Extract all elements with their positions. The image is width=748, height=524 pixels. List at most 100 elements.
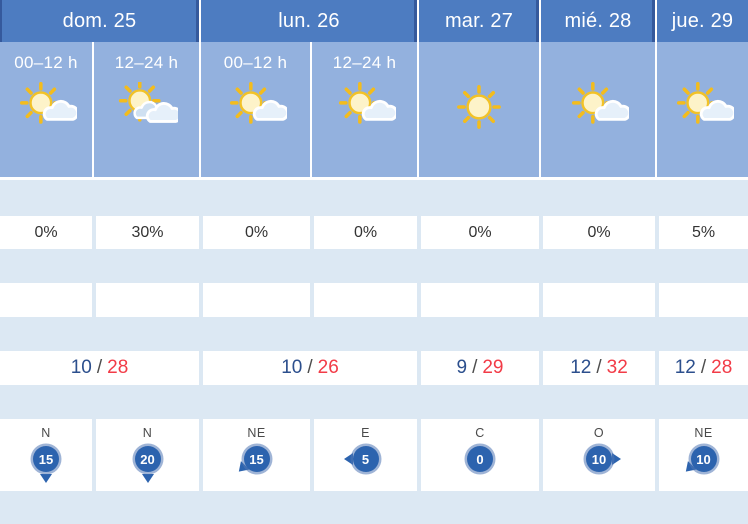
sun-cloud-icon — [225, 82, 287, 134]
wind-indicator: 15 — [234, 446, 270, 476]
wind-indicator: 10 — [681, 446, 717, 476]
sun-icon — [448, 82, 510, 134]
precip-cell: 0% — [314, 216, 417, 249]
sun-cloud-icon — [672, 82, 734, 134]
empty-cell — [659, 283, 748, 317]
temp-min: 12 — [570, 357, 592, 378]
wind-indicator: 20 — [134, 446, 161, 483]
temp-separator: / — [472, 357, 478, 378]
wind-indicator: 0 — [467, 446, 493, 472]
divider-line — [0, 177, 748, 180]
wind-speed-badge: 15 — [33, 446, 59, 472]
day-header-row: dom. 25 lun. 26 mar. 27 mié. 28 jue. 29 — [0, 0, 748, 42]
day-header-lun26: lun. 26 — [201, 0, 419, 42]
precip-value: 0% — [468, 223, 492, 241]
temp-cell: 9/29 — [421, 351, 539, 385]
wind-direction-label: NE — [694, 426, 713, 440]
wind-direction-label: NE — [247, 426, 266, 440]
precip-cell: 0% — [421, 216, 539, 249]
wind-speed-badge: 10 — [586, 446, 612, 472]
wind-speed-value: 10 — [591, 451, 607, 467]
day-label: mié. 28 — [564, 9, 632, 32]
period-label: 12–24 h — [332, 53, 397, 72]
sky-cell — [657, 42, 748, 177]
wind-direction-label: N — [142, 426, 153, 440]
empty-cell — [0, 283, 92, 317]
wind-direction-arrow — [612, 453, 621, 465]
wind-speed-value: 15 — [249, 451, 264, 467]
wind-cell: NE 15 — [203, 419, 310, 491]
wind-speed-badge: 10 — [690, 446, 717, 472]
empty-cell — [421, 283, 539, 317]
wind-indicator: 10 — [586, 446, 621, 472]
wind-speed-value: 5 — [361, 451, 370, 467]
day-label: jue. 29 — [671, 9, 734, 32]
empty-cell — [314, 283, 417, 317]
wind-direction-arrow — [141, 474, 154, 483]
spacer-band — [0, 317, 748, 351]
sky-cell: 12–24 h — [312, 42, 419, 177]
sun-clouds-icon — [116, 82, 178, 134]
empty-data-row — [0, 283, 748, 317]
precip-value: 0% — [244, 223, 269, 241]
day-header-mar27: mar. 27 — [419, 0, 541, 42]
precip-value: 5% — [691, 223, 716, 241]
temp-cell: 12/32 — [543, 351, 655, 385]
sky-cell: 00–12 h — [201, 42, 312, 177]
empty-cell — [96, 283, 199, 317]
day-label: dom. 25 — [62, 9, 137, 32]
wind-speed-value: 10 — [696, 451, 711, 467]
precip-value: 0% — [587, 223, 611, 241]
temp-cell: 10/28 — [0, 351, 199, 385]
sky-cell: 12–24 h — [94, 42, 201, 177]
spacer-band — [0, 180, 748, 216]
sun-cloud-icon — [15, 82, 77, 134]
temp-min: 9 — [456, 357, 468, 378]
period-label: 12–24 h — [114, 53, 179, 72]
sun-cloud-icon — [334, 82, 396, 134]
wind-speed-badge: 20 — [134, 446, 161, 472]
temp-separator: / — [596, 357, 602, 378]
wind-speed-value: 0 — [476, 451, 484, 467]
wind-cell: N 15 — [0, 419, 92, 491]
precipitation-row: 0% 30% 0% 0% 0% 0% 5% — [0, 216, 748, 249]
spacer-band — [0, 491, 748, 524]
wind-speed-badge: 15 — [243, 446, 270, 472]
sun-cloud-icon — [567, 82, 629, 134]
wind-direction-arrow — [40, 474, 52, 483]
precip-value: 30% — [131, 223, 164, 241]
sky-cell: 00–12 h — [0, 42, 94, 177]
wind-row: N 15 N 20 NE 15 E 5 C 0 — [0, 419, 748, 491]
temp-separator: / — [307, 357, 313, 378]
temp-min: 10 — [281, 357, 303, 378]
precip-value: 0% — [353, 223, 378, 241]
temp-min: 10 — [70, 357, 92, 378]
wind-cell: E 5 — [314, 419, 417, 491]
period-label: 00–12 h — [223, 53, 288, 72]
wind-cell: N 20 — [96, 419, 199, 491]
wind-speed-badge: 5 — [352, 446, 379, 472]
temp-cell: 10/26 — [203, 351, 417, 385]
temp-cell: 12/28 — [659, 351, 748, 385]
wind-speed-value: 20 — [140, 451, 155, 467]
precip-cell: 0% — [0, 216, 92, 249]
sky-condition-row: 00–12 h 12–24 h 00–12 h 12–24 h — [0, 42, 748, 177]
temp-separator: / — [700, 357, 707, 378]
precip-cell: 5% — [659, 216, 748, 249]
empty-cell — [203, 283, 310, 317]
wind-cell: C 0 — [421, 419, 539, 491]
sky-cell — [541, 42, 657, 177]
wind-indicator: 5 — [343, 446, 379, 472]
precip-cell: 0% — [543, 216, 655, 249]
temp-max: 28 — [711, 357, 733, 378]
temp-max: 29 — [482, 357, 504, 378]
wind-direction-label: C — [475, 426, 485, 440]
temperature-row: 10/28 10/26 9/29 12/32 12/28 — [0, 351, 748, 385]
day-label: lun. 26 — [278, 9, 340, 32]
precip-value: 0% — [34, 223, 58, 241]
sky-cell — [419, 42, 541, 177]
wind-speed-value: 15 — [38, 451, 54, 467]
day-header-jue29: jue. 29 — [657, 0, 748, 42]
temp-separator: / — [96, 357, 103, 378]
